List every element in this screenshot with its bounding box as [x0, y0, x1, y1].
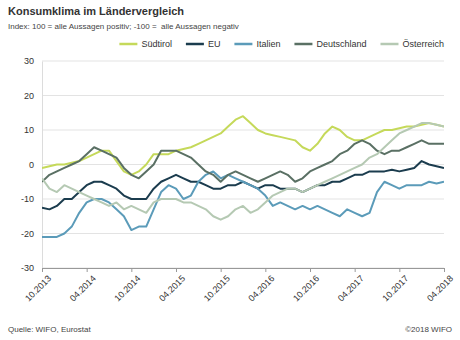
legend-swatch	[234, 43, 252, 46]
legend-item: EU	[186, 39, 221, 49]
y-tick: -30	[21, 263, 42, 273]
series-line	[42, 123, 444, 220]
legend-item: Deutschland	[294, 39, 366, 49]
y-tick: -20	[21, 229, 42, 239]
x-tick-label: 10.2017	[380, 273, 410, 303]
x-tick: 10.2014	[112, 268, 142, 304]
grid-line	[42, 233, 444, 234]
y-tick: 30	[24, 56, 42, 66]
y-tick-label: -30	[21, 263, 34, 273]
y-tick-label: 30	[24, 56, 34, 66]
copyright: ©2018 WIFO	[405, 325, 452, 334]
series-line	[42, 116, 444, 175]
legend: Südtirol EU Italien Deutschland Österreich	[119, 39, 444, 49]
title: Konsumklima im Ländervergleich	[8, 5, 184, 17]
x-tick-mark	[87, 268, 88, 272]
plot: -30 -20 -10 0 10 20 30 10.2013 04.2014 10.2014 04.…	[21, 56, 455, 303]
x-tick-mark	[355, 268, 356, 272]
y-tick: -10	[21, 194, 42, 204]
lines	[42, 116, 444, 237]
y-tick-label: 10	[24, 125, 34, 135]
x-tick-label: 04.2017	[336, 273, 366, 303]
x-tick: 04.2018	[425, 268, 455, 304]
x-tick-label: 04.2016	[246, 273, 276, 303]
legend-swatch	[380, 43, 398, 46]
y-tick-label: -10	[21, 194, 34, 204]
legend-label: Österreich	[402, 39, 444, 49]
y-tick: 20	[24, 91, 42, 101]
x-tick-mark	[310, 268, 311, 272]
y-tick-label: 0	[29, 160, 34, 170]
x-tick: 10.2013	[23, 268, 53, 304]
x-tick-label: 04.2018	[425, 273, 455, 303]
x-tick: 10.2017	[380, 268, 410, 304]
chart: Konsumklima im Ländervergleich Index: 100…	[0, 0, 460, 340]
x-tick-label: 04.2015	[157, 273, 187, 303]
series-line	[42, 171, 444, 237]
x-tick: 04.2017	[336, 268, 366, 304]
grid-line	[42, 61, 444, 62]
grid-line	[42, 95, 444, 96]
x-tick: 10.2016	[291, 268, 321, 304]
x-tick: 04.2014	[68, 268, 98, 304]
x-tick-mark	[176, 268, 177, 272]
legend-swatch	[186, 43, 204, 46]
legend-swatch	[294, 43, 312, 46]
x-tick-mark	[42, 268, 43, 272]
x-tick-label: 10.2014	[112, 273, 142, 303]
x-tick-mark	[265, 268, 266, 272]
legend-label: EU	[208, 39, 221, 49]
legend-swatch	[119, 43, 137, 46]
x-axis-line	[43, 269, 445, 273]
y-tick: 0	[29, 160, 42, 170]
y-tick: 10	[24, 125, 42, 135]
y-tick-label: -20	[21, 229, 34, 239]
x-tick-mark	[131, 268, 132, 272]
x-tick-label: 10.2013	[23, 273, 53, 303]
x-tick: 04.2016	[246, 268, 276, 304]
legend-label: Italien	[256, 39, 280, 49]
legend-item: Italien	[234, 39, 280, 49]
x-tick: 10.2015	[202, 268, 232, 304]
legend-label: Südtirol	[141, 39, 172, 49]
x-tick-mark	[444, 268, 445, 272]
y-axis: -30 -20 -10 0 10 20 30	[21, 56, 43, 273]
subtitle: Index: 100 = alle Aussagen positiv; -100…	[8, 22, 239, 31]
grid	[42, 61, 444, 268]
x-tick-mark	[399, 268, 400, 272]
x-tick-label: 10.2015	[202, 273, 232, 303]
x-axis: 10.2013 04.2014 10.2014 04.2015 10.2015 04.20…	[23, 268, 455, 304]
legend-item: Österreich	[380, 39, 444, 49]
x-tick-label: 10.2016	[291, 273, 321, 303]
y-tick-label: 20	[24, 91, 34, 101]
x-tick-mark	[221, 268, 222, 272]
x-tick: 04.2015	[157, 268, 187, 304]
legend-label: Deutschland	[316, 39, 366, 49]
source: Quelle: WIFO, Eurostat	[8, 325, 91, 334]
series-line	[42, 140, 444, 181]
legend-item: Südtirol	[119, 39, 172, 49]
grid-line	[42, 164, 444, 165]
x-tick-label: 04.2014	[68, 273, 98, 303]
